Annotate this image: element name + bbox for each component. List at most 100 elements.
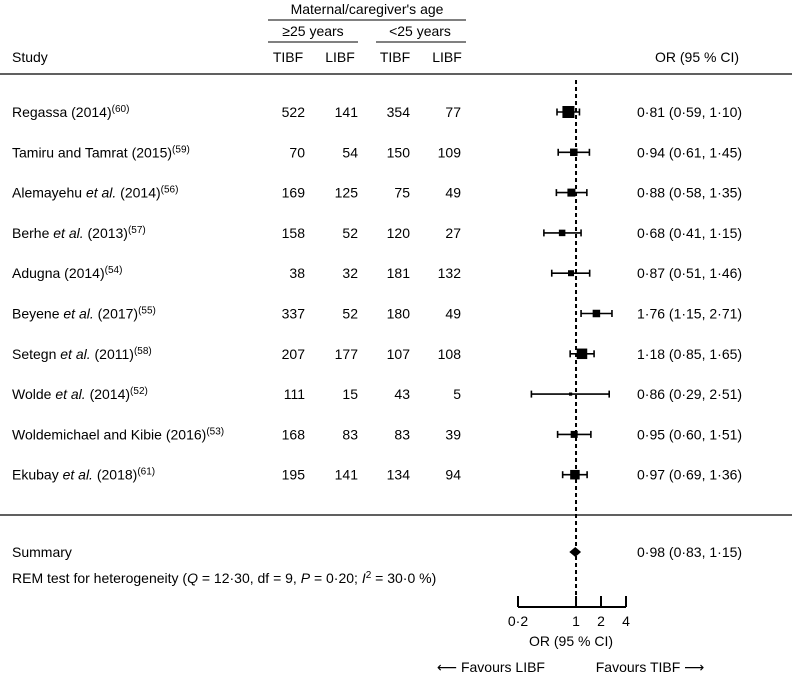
study-estimate (555, 188, 588, 197)
text-run: (2014) (116, 185, 160, 201)
italic-text: et al. (63, 306, 93, 322)
superscript: (56) (161, 184, 179, 195)
text-run: = 30·0 %) (371, 570, 436, 586)
tibf-over25-count: 158 (282, 225, 306, 241)
study-row: Wolde et al. (2014)(52) 111 15 43 5 0·86 (0·2… (12, 386, 742, 403)
x-tick-label: 2 (597, 613, 605, 629)
favours-tibf-label: Favours TIBF ⟶ (596, 659, 705, 675)
point-estimate-square (567, 188, 576, 197)
superscript: 2 (366, 570, 372, 581)
superscript: (60) (112, 104, 130, 115)
libf-over25-count: 15 (342, 386, 358, 402)
text-run: Wolde (12, 386, 55, 402)
libf-under25-count: 49 (445, 185, 461, 201)
tibf-over25-count: 169 (282, 185, 306, 201)
text-run: Tamiru and Tamrat (2015) (12, 144, 172, 160)
superscript: (59) (172, 144, 190, 155)
x-axis: 0·2 1 2 4 (508, 596, 630, 629)
text-run: (2013) (84, 225, 128, 241)
libf-over25-count: 83 (342, 426, 358, 442)
age-group-title: Maternal/caregiver's age (291, 1, 444, 17)
plot-area (530, 80, 613, 600)
study-row: Woldemichael and Kibie (2016)(53) 168 83 83… (12, 426, 742, 443)
libf-over25-count: 141 (335, 467, 359, 483)
libf-over25-count: 52 (342, 306, 358, 322)
text-run: = 0·20; (310, 570, 362, 586)
italic-text: et al. (55, 386, 85, 402)
text-run: (2018) (93, 467, 137, 483)
study-name: Alemayehu et al. (2014)(56) (12, 184, 178, 201)
libf-under25-count: 39 (445, 426, 461, 442)
libf-under25-count: 27 (445, 225, 461, 241)
tibf-over25-count: 168 (282, 426, 306, 442)
x-tick-label: 1 (572, 613, 580, 629)
libf-over25-count: 52 (342, 225, 358, 241)
study-estimate (543, 229, 582, 237)
libf-over25-count: 54 (342, 144, 358, 160)
libf-over25-count: 32 (342, 265, 358, 281)
tibf-under25-count: 180 (387, 306, 411, 322)
study-name: Tamiru and Tamrat (2015)(59) (12, 144, 190, 161)
study-name: Wolde et al. (2014)(52) (12, 386, 148, 403)
study-name: Berhe et al. (2013)(57) (12, 224, 146, 241)
tibf-over25-count: 111 (284, 386, 305, 402)
age-group-under-25: <25 years (389, 23, 451, 39)
libf-over25-count: 177 (335, 346, 359, 362)
libf-under25-count: 109 (438, 144, 462, 160)
x-axis-label: OR (95 % CI) (529, 633, 613, 649)
x-tick-label: 4 (622, 613, 630, 629)
tibf-under25-count: 107 (387, 346, 411, 362)
study-name: Adugna (2014)(54) (12, 265, 122, 282)
tibf-under25-count: 75 (394, 185, 410, 201)
point-estimate-square (570, 469, 580, 480)
study-ci-text: 0·68 (0·41, 1·15) (637, 225, 742, 241)
libf-under25-count: 94 (445, 467, 461, 483)
column-header-study: Study (12, 49, 48, 65)
study-name: Regassa (2014)(60) (12, 104, 129, 121)
text-run: Beyene (12, 306, 63, 322)
text-run: = 12·30, df = 9, (198, 570, 301, 586)
study-ci-text: 0·95 (0·60, 1·51) (637, 426, 742, 442)
text-run: Adugna (2014) (12, 265, 105, 281)
italic-text: P (301, 570, 311, 586)
libf-over25-count: 125 (335, 185, 359, 201)
text-run: (2017) (94, 306, 138, 322)
superscript: (52) (130, 386, 148, 397)
study-estimate (569, 348, 595, 360)
italic-text: et al. (60, 346, 90, 362)
text-run: (2014) (86, 386, 130, 402)
column-header-tibf-over25: TIBF (273, 49, 303, 65)
age-group-over-25: ≥25 years (282, 23, 343, 39)
tibf-under25-count: 134 (387, 467, 411, 483)
libf-under25-count: 49 (445, 306, 461, 322)
point-estimate-square (558, 229, 566, 237)
study-row: Regassa (2014)(60) 522 141 354 77 0·81 (0·59,… (12, 104, 742, 121)
italic-text: et al. (86, 185, 116, 201)
study-estimate (561, 469, 588, 480)
column-header-or: OR (95 % CI) (655, 49, 739, 65)
study-ci-text: 1·18 (0·85, 1·65) (637, 346, 742, 362)
superscript: (55) (138, 305, 156, 316)
study-row: Ekubay et al. (2018)(61) 195 141 134 94 0·97 … (12, 466, 742, 483)
libf-under25-count: 77 (445, 104, 461, 120)
study-row: Beyene et al. (2017)(55) 337 52 180 49 1·76 (… (12, 305, 742, 322)
study-row: Adugna (2014)(54) 38 32 181 132 0·87 (0·51, 1… (12, 265, 742, 282)
favours-libf-label: ⟵ Favours LIBF (437, 659, 545, 675)
tibf-under25-count: 120 (387, 225, 411, 241)
point-estimate-square (570, 148, 578, 157)
tibf-over25-count: 522 (282, 104, 306, 120)
tibf-over25-count: 38 (289, 265, 305, 281)
libf-under25-count: 5 (453, 386, 461, 402)
text-run: Regassa (2014) (12, 104, 112, 120)
study-estimate (556, 430, 592, 438)
heterogeneity-text: REM test for heterogeneity (Q = 12·30, d… (12, 570, 436, 587)
superscript: (54) (105, 265, 123, 276)
study-name: Ekubay et al. (2018)(61) (12, 466, 155, 483)
study-ci-text: 0·94 (0·61, 1·45) (637, 144, 742, 160)
study-name: Woldemichael and Kibie (2016)(53) (12, 426, 224, 443)
superscript: (58) (134, 345, 152, 356)
italic-text: Q (187, 570, 198, 586)
point-estimate-square (592, 309, 601, 318)
text-run: Alemayehu (12, 185, 86, 201)
text-run: (2011) (91, 346, 134, 362)
